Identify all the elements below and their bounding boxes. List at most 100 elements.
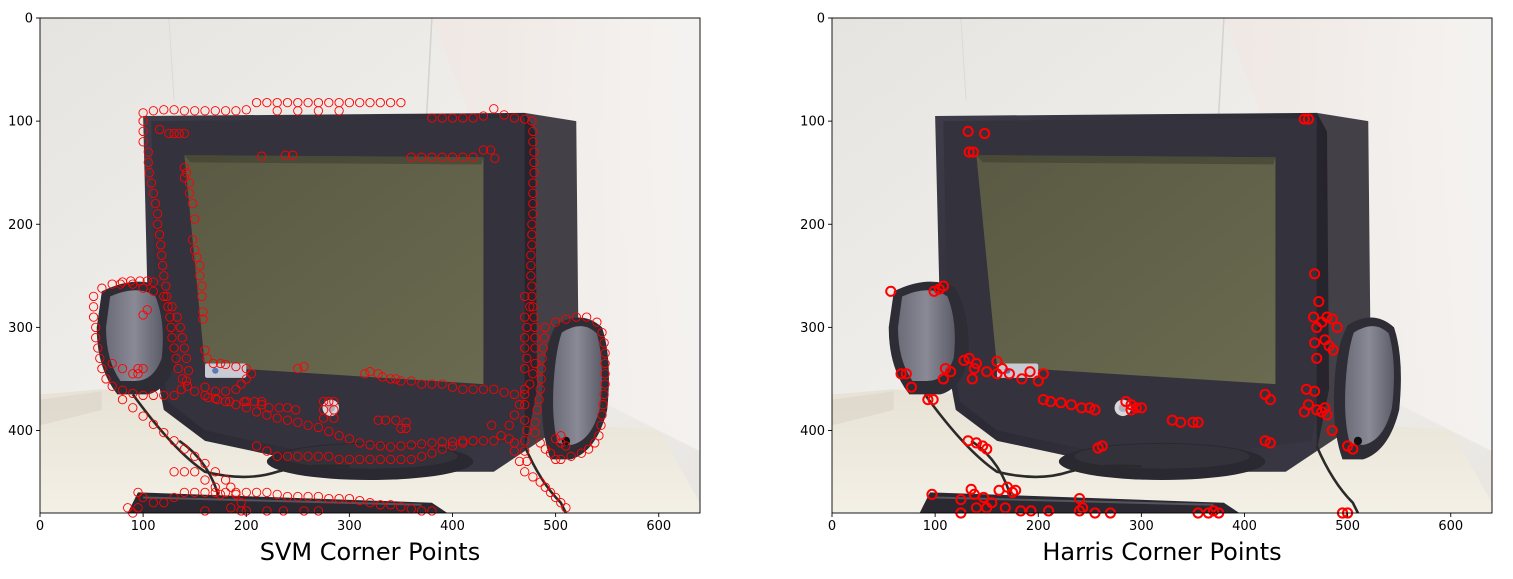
corner-point <box>1326 313 1338 325</box>
corner-point <box>169 436 179 446</box>
corner-point <box>324 97 334 108</box>
corner-point <box>468 113 478 123</box>
corner-point <box>365 440 375 450</box>
corner-point <box>226 503 236 513</box>
corner-point <box>416 152 427 162</box>
corner-point <box>334 431 344 441</box>
corner-point <box>318 413 329 423</box>
corner-point <box>458 384 468 394</box>
corner-point <box>561 503 571 513</box>
corner-point <box>231 384 241 394</box>
corner-point <box>391 374 401 384</box>
corner-point <box>226 482 236 492</box>
corner-point <box>1077 502 1089 514</box>
corner-point <box>210 393 220 404</box>
corner-point <box>1084 402 1096 414</box>
corner-point <box>599 338 609 348</box>
corner-point <box>981 502 993 514</box>
x-tick-label: 0 <box>828 519 836 534</box>
corner-point <box>93 343 103 353</box>
corner-point <box>195 271 205 281</box>
corner-point <box>138 116 148 126</box>
corner-point <box>520 114 530 124</box>
corner-point <box>181 353 192 363</box>
corner-point <box>215 489 226 500</box>
corner-point <box>520 467 530 477</box>
corner-point <box>967 146 979 158</box>
corner-point <box>159 271 169 281</box>
corner-point <box>928 285 940 297</box>
photo-image-harris <box>832 18 1492 513</box>
corner-point <box>1130 402 1142 414</box>
corner-point <box>520 436 530 446</box>
subplot-harris: 0 100 200 300 400 500 600 0 100 200 300 400 Harris… <box>800 12 1493 566</box>
corner-point <box>970 437 983 449</box>
corner-point <box>249 396 260 407</box>
corner-point <box>540 322 550 333</box>
corner-point <box>115 279 126 289</box>
corner-point <box>401 417 411 427</box>
corner-point <box>528 188 538 198</box>
corner-point <box>979 127 991 140</box>
corner-point <box>528 126 538 137</box>
corner-point <box>538 343 548 353</box>
corner-point <box>246 369 257 379</box>
corner-point <box>1298 406 1310 418</box>
corner-point <box>159 390 169 401</box>
corner-point <box>427 379 437 389</box>
corner-point <box>291 405 301 415</box>
corner-point <box>527 116 537 126</box>
corner-point <box>981 443 993 455</box>
corner-point <box>599 389 609 400</box>
corner-point <box>128 403 138 413</box>
corner-point <box>396 502 406 512</box>
corner-point <box>272 489 282 500</box>
corner-point <box>373 415 383 425</box>
corner-point <box>117 394 128 405</box>
corner-point <box>447 152 458 162</box>
corner-point <box>970 502 983 514</box>
corner-point <box>596 420 606 430</box>
corner-point <box>468 436 478 446</box>
corner-point <box>561 441 571 451</box>
corner-point <box>1347 443 1359 455</box>
corner-point <box>313 422 324 433</box>
corner-point <box>535 438 545 448</box>
corner-point <box>600 348 610 358</box>
corner-point <box>416 506 427 516</box>
corner-point <box>344 434 355 444</box>
corner-point <box>190 386 200 396</box>
corner-point <box>282 97 293 108</box>
corner-point <box>385 374 396 384</box>
corner-point <box>522 456 532 467</box>
corner-point <box>895 368 907 380</box>
corner-point <box>236 506 246 516</box>
corner-point <box>478 111 489 121</box>
corner-point <box>148 419 159 429</box>
y-tick-label: 300 <box>800 321 825 336</box>
corner-point <box>539 333 549 343</box>
corner-point <box>527 281 537 291</box>
corner-point <box>514 456 525 467</box>
corner-point <box>148 390 159 401</box>
corner-point <box>528 209 538 219</box>
corner-point <box>158 260 168 271</box>
corner-point <box>489 384 499 394</box>
corner-point <box>583 444 594 454</box>
corner-point <box>970 357 983 370</box>
corner-point <box>478 436 489 446</box>
corner-point <box>197 281 207 291</box>
corner-point <box>1331 321 1343 333</box>
corner-point <box>241 105 251 115</box>
corner-point <box>208 358 218 369</box>
corner-point <box>499 110 509 120</box>
corner-point <box>486 145 496 155</box>
corner-point <box>437 444 447 454</box>
corner-point <box>900 368 912 380</box>
y-tick-label: 200 <box>800 218 825 233</box>
corner-point <box>288 150 298 160</box>
corner-point <box>251 97 262 108</box>
corner-point <box>91 322 101 333</box>
corner-point <box>344 454 355 465</box>
corner-point <box>550 317 561 327</box>
